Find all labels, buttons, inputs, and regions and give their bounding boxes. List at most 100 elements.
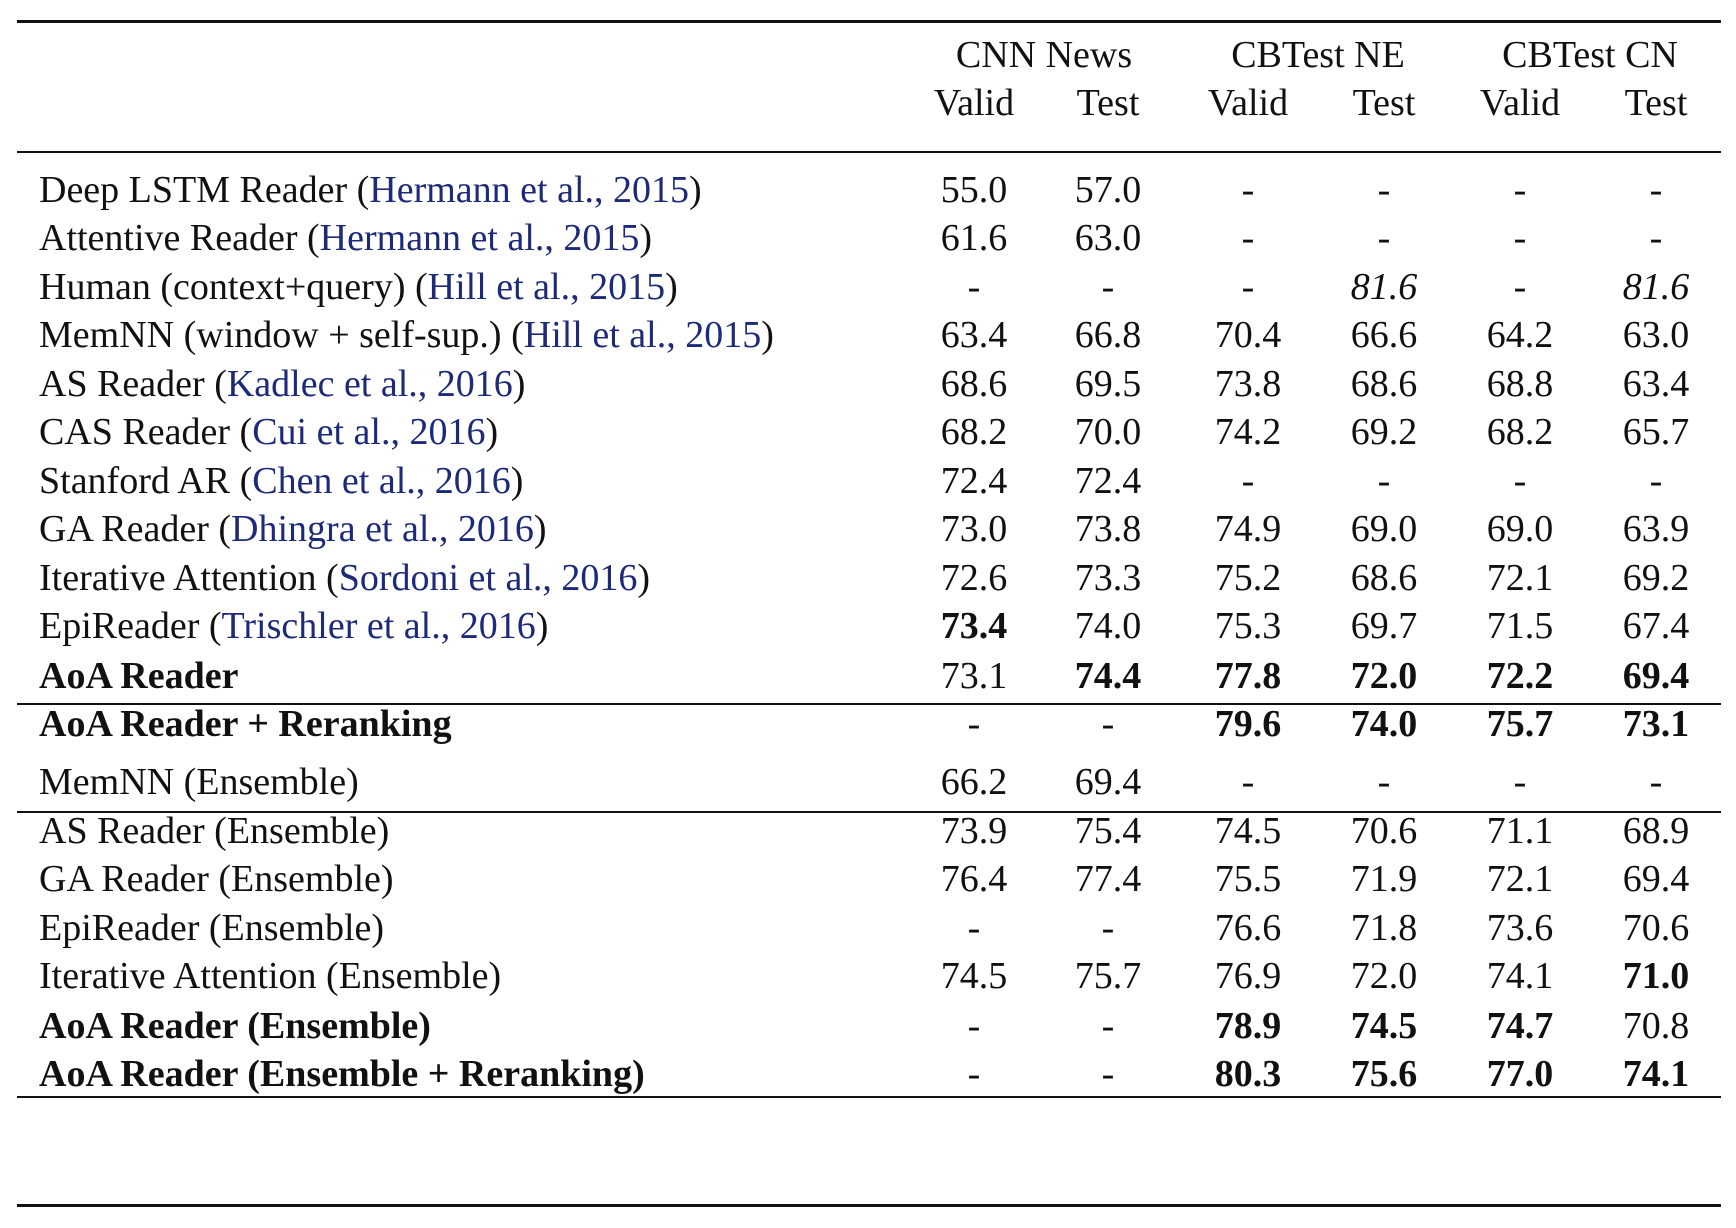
citation-link[interactable]: Hill et al., 2015 [523,314,762,356]
citation-link[interactable]: Chen et al., 2016 [252,460,511,502]
score-cell: 64.2 [1486,314,1554,356]
score-cell: 63.0 [1622,314,1690,356]
score-cell: 73.4 [940,605,1008,647]
score-cell: 76.6 [1214,907,1282,949]
score-cell: 69.4 [1074,761,1142,803]
score-cell: 70.0 [1074,411,1142,453]
table-row: AS Reader (Kadlec et al., 2016) 68.6 69.5 7… [17,357,1721,411]
model-name: EpiReader (Ensemble) [39,901,384,955]
model-name: AS Reader (Ensemble) [39,804,389,858]
score-cell: 74.4 [1074,655,1142,697]
score-cell: - [1377,761,1391,803]
score-cell: 63.9 [1622,508,1690,550]
score-cell: - [1101,1005,1115,1047]
header-rule [17,151,1721,153]
score-cell: 69.2 [1350,411,1418,453]
score-cell: 57.0 [1074,169,1142,211]
score-cell: 73.1 [1622,703,1690,745]
citation-link[interactable]: Sordoni et al., 2016 [338,557,638,599]
score-cell: 73.9 [940,810,1008,852]
score-cell: 70.8 [1622,1005,1690,1047]
citation-link[interactable]: Trischler et al., 2016 [221,605,536,647]
group-header-cbtest-ne: CBTest NE [1231,34,1405,76]
separator-rule [17,811,1721,813]
score-cell: 75.7 [1074,955,1142,997]
score-cell: 66.8 [1074,314,1142,356]
score-cell: - [1241,266,1255,308]
score-cell: 74.2 [1214,411,1282,453]
score-cell: 63.4 [940,314,1008,356]
score-cell: 68.6 [1350,557,1418,599]
score-cell: 73.1 [940,655,1008,697]
citation-link[interactable]: Cui et al., 2016 [252,411,486,453]
table-row: AoA Reader (Ensemble + Reranking) - - 80.3 7… [17,1047,1721,1101]
model-label: GA Reader [39,508,209,550]
score-cell: 71.9 [1350,858,1418,900]
score-cell: - [1101,266,1115,308]
score-cell: 75.4 [1074,810,1142,852]
score-cell: - [967,907,981,949]
score-cell: - [1513,460,1527,502]
score-cell: 74.5 [1214,810,1282,852]
score-cell: 74.1 [1622,1053,1690,1095]
table-row: GA Reader (Ensemble) 76.4 77.4 75.5 71.9 72.1… [17,852,1721,906]
model-name: EpiReader (Trischler et al., 2016) [39,605,549,647]
sub-header-test: Test [1624,82,1688,124]
score-cell: 72.2 [1486,655,1554,697]
score-cell: 74.0 [1074,605,1142,647]
separator-rule [17,703,1721,705]
model-label: EpiReader (Ensemble) [39,907,385,949]
score-cell: 69.2 [1622,557,1690,599]
score-cell: 68.6 [940,363,1008,405]
score-cell: 73.8 [1214,363,1282,405]
citation-link[interactable]: Kadlec et al., 2016 [226,363,513,405]
score-cell: 81.6 [1350,266,1418,308]
score-cell: 69.0 [1350,508,1418,550]
score-cell: 65.7 [1622,411,1690,453]
model-label: EpiReader [39,605,200,647]
score-cell: 69.5 [1074,363,1142,405]
score-cell: - [1241,460,1255,502]
score-cell: 79.6 [1214,703,1282,745]
score-cell: 69.7 [1350,605,1418,647]
score-cell: 66.2 [940,761,1008,803]
score-cell: - [1241,217,1255,259]
score-cell: 72.1 [1486,858,1554,900]
group-header-cbtest-cn: CBTest CN [1502,34,1678,76]
score-cell: 78.9 [1214,1005,1282,1047]
bottom-rule [17,1204,1721,1207]
score-cell: 68.2 [940,411,1008,453]
citation-link[interactable]: Hill et al., 2015 [427,266,666,308]
model-label: AoA Reader [39,655,239,697]
score-cell: 72.4 [940,460,1008,502]
score-cell: - [1101,907,1115,949]
citation-link[interactable]: Dhingra et al., 2016 [231,508,534,550]
score-cell: 69.4 [1622,655,1690,697]
score-cell: 77.8 [1214,655,1282,697]
score-cell: 73.0 [940,508,1008,550]
score-cell: - [1377,169,1391,211]
model-label: MemNN (window + self-sup.) [39,314,502,356]
score-cell: 77.0 [1486,1053,1554,1095]
table-row: EpiReader (Ensemble) - - 76.6 71.8 73.6 70.6 [17,901,1721,955]
score-cell: 71.8 [1350,907,1418,949]
score-cell: 77.4 [1074,858,1142,900]
score-cell: 69.0 [1486,508,1554,550]
model-name: CAS Reader (Cui et al., 2016) [39,411,499,453]
score-cell: 72.0 [1350,655,1418,697]
score-cell: - [1649,460,1663,502]
score-cell: 71.5 [1486,605,1554,647]
table-row: Attentive Reader (Hermann et al., 2015) 6… [17,211,1721,265]
model-label: AS Reader (Ensemble) [39,810,390,852]
citation-link[interactable]: Hermann et al., 2015 [369,169,690,211]
score-cell: - [1649,217,1663,259]
score-cell: 71.0 [1622,955,1690,997]
model-label: AS Reader [39,363,205,405]
model-name: GA Reader (Ensemble) [39,852,394,906]
score-cell: - [967,1005,981,1047]
model-name: AoA Reader [39,649,238,703]
group-header-cnn-news: CNN News [955,34,1133,76]
score-cell: - [967,1053,981,1095]
citation-link[interactable]: Hermann et al., 2015 [319,217,640,259]
model-name: GA Reader (Dhingra et al., 2016) [39,508,547,550]
